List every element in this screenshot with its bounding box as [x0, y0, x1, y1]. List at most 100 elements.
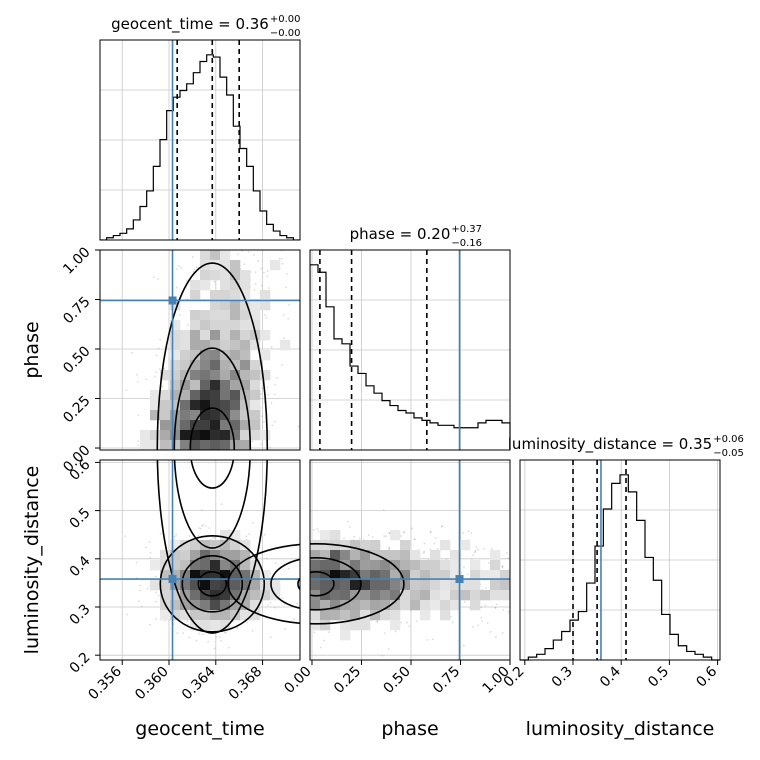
- scatter-geocent_time-phase-pt-1570: [275, 376, 278, 379]
- scatter-phase-luminosity_distance-cell-281: [320, 600, 331, 611]
- scatter-geocent_time-phase-cell-107: [170, 300, 181, 311]
- scatter-geocent_time-luminosity_distance-cell-306: [160, 610, 171, 621]
- scatter-geocent_time-luminosity_distance-pt-936: [188, 535, 191, 537]
- scatter-geocent_time-phase-pt-2324: [282, 314, 285, 316]
- scatter-geocent_time-luminosity_distance-pt-958: [125, 613, 128, 616]
- scatter-phase-luminosity_distance-cell-229: [400, 570, 411, 581]
- scatter-geocent_time-luminosity_distance-pt-882: [214, 536, 216, 539]
- scatter-geocent_time-luminosity_distance-pt-1298: [186, 620, 189, 623]
- xtick-label-luminosity_distance-3: 0.5: [645, 664, 672, 691]
- scatter-geocent_time-phase-pt-2420: [180, 267, 182, 269]
- scatter-geocent_time-phase-pt-1124: [137, 444, 140, 447]
- scatter-phase-luminosity_distance-cell-276: [470, 590, 481, 601]
- scatter-phase-luminosity_distance-cell-234: [450, 570, 461, 581]
- scatter-geocent_time-phase-cell-285: [150, 390, 161, 401]
- scatter-geocent_time-phase-cell-246: [160, 370, 171, 381]
- scatter-geocent_time-phase-pt-796: [192, 270, 195, 273]
- scatter-geocent_time-phase-pt-522: [152, 276, 155, 278]
- scatter-geocent_time-phase-cell-89: [190, 290, 201, 301]
- scatter-geocent_time-luminosity_distance-pt-84: [139, 589, 142, 592]
- scatter-geocent_time-phase-pt-2250: [253, 288, 256, 291]
- scatter-geocent_time-phase-cell-253: [230, 370, 241, 381]
- scatter-geocent_time-phase-pt-892: [187, 324, 189, 326]
- scatter-phase-luminosity_distance-truth-marker: [455, 575, 464, 584]
- scatter-geocent_time-phase-pt-1540: [251, 440, 254, 443]
- scatter-geocent_time-phase-cell-290: [200, 390, 211, 401]
- scatter-geocent_time-phase-pt-890: [266, 275, 269, 278]
- scatter-phase-luminosity_distance-pt-2064: [387, 547, 390, 550]
- scatter-phase-luminosity_distance-pt-1842: [480, 606, 483, 609]
- scatter-geocent_time-phase-cell-272: [220, 380, 231, 391]
- scatter-phase-luminosity_distance-pt-1006: [323, 639, 326, 642]
- scatter-geocent_time-phase-cell-73: [230, 280, 241, 291]
- scatter-phase-luminosity_distance-cell-272: [430, 590, 441, 601]
- scatter-phase-luminosity_distance-pt-1624: [502, 608, 505, 611]
- scatter-geocent_time-phase-cell-213: [230, 350, 241, 361]
- scatter-phase-luminosity_distance-pt-2008: [367, 534, 370, 536]
- scatter-geocent_time-phase-pt-1150: [136, 373, 138, 376]
- scatter-geocent_time-luminosity_distance-pt-226: [149, 556, 152, 559]
- scatter-geocent_time-luminosity_distance-cell-249: [190, 580, 201, 591]
- scatter-geocent_time-phase-cell-273: [230, 380, 241, 391]
- scatter-geocent_time-phase-pt-2110: [137, 414, 140, 417]
- scatter-geocent_time-phase-cell-330: [200, 410, 211, 421]
- scatter-geocent_time-phase-cell-311: [210, 400, 221, 411]
- scatter-geocent_time-phase-cell-50: [200, 270, 211, 281]
- scatter-geocent_time-phase-cell-112: [220, 300, 231, 311]
- scatter-phase-luminosity_distance-pt-1136: [475, 545, 478, 548]
- scatter-phase-luminosity_distance-cell-189: [400, 550, 411, 561]
- scatter-geocent_time-luminosity_distance-cell-153: [230, 530, 241, 541]
- scatter-geocent_time-luminosity_distance-pt-1206: [195, 639, 198, 642]
- scatter-phase-luminosity_distance-pt-720: [507, 557, 510, 559]
- scatter-geocent_time-phase-cell-69: [190, 280, 201, 291]
- scatter-geocent_time-luminosity_distance-cell-228: [180, 570, 191, 581]
- scatter-geocent_time-luminosity_distance-cell-190: [200, 550, 211, 561]
- xtick-label-luminosity_distance-2: 0.4: [597, 663, 624, 690]
- scatter-geocent_time-luminosity_distance-pt-1730: [154, 591, 157, 594]
- scatter-phase-luminosity_distance-pt-1908: [488, 562, 490, 564]
- scatter-phase-luminosity_distance-cell-268: [390, 590, 401, 601]
- scatter-phase-luminosity_distance-cell-207: [380, 560, 391, 571]
- scatter-phase-luminosity_distance-pt-1996: [491, 548, 493, 550]
- scatter-geocent_time-luminosity_distance-pt-652: [224, 631, 227, 634]
- scatter-geocent_time-phase-cell-388: [180, 440, 191, 451]
- scatter-geocent_time-luminosity_distance-cell-315: [250, 610, 261, 621]
- scatter-geocent_time-luminosity_distance-pt-1602: [220, 503, 223, 506]
- scatter-phase-luminosity_distance-pt-2212: [429, 531, 432, 533]
- title-luminosity_distance-plus: +0.06: [713, 434, 744, 445]
- scatter-geocent_time-phase-cell-149: [190, 320, 201, 331]
- scatter-geocent_time-phase-pt-706: [260, 284, 263, 287]
- scatter-geocent_time-luminosity_distance-pt-52: [207, 640, 210, 643]
- scatter-geocent_time-luminosity_distance-pt-1520: [296, 602, 299, 605]
- scatter-phase-luminosity_distance-pt-1884: [472, 554, 474, 557]
- ylabel-phase: phase: [21, 321, 43, 378]
- scatter-geocent_time-phase-contour-0: [189, 407, 236, 489]
- scatter-phase-luminosity_distance-cell-252: [430, 580, 441, 591]
- scatter-phase-luminosity_distance-pt-590: [489, 631, 492, 633]
- scatter-phase-luminosity_distance-pt-1682: [384, 632, 386, 635]
- scatter-geocent_time-luminosity_distance-pt-472: [208, 527, 211, 530]
- scatter-geocent_time-luminosity_distance-pt-376: [188, 636, 191, 639]
- scatter-phase-luminosity_distance-cell-184: [350, 550, 361, 561]
- scatter-geocent_time-phase-pt-1056: [267, 393, 270, 396]
- scatter-geocent_time-phase-pt-1144: [247, 250, 250, 253]
- scatter-phase-luminosity_distance-cell-321: [320, 620, 331, 631]
- scatter-phase-luminosity_distance-cell-311: [420, 610, 431, 621]
- scatter-geocent_time-phase-cell-176: [260, 330, 271, 341]
- scatter-geocent_time-phase-pt-1024: [243, 263, 246, 266]
- scatter-phase-luminosity_distance-cell-226: [370, 570, 381, 581]
- scatter-geocent_time-phase-pt-2266: [157, 277, 159, 280]
- scatter-phase-luminosity_distance-cell-265: [360, 590, 371, 601]
- scatter-phase-luminosity_distance-cell-204: [350, 560, 361, 571]
- scatter-phase-luminosity_distance-cell-287: [380, 600, 391, 611]
- scatter-geocent_time-phase-cell-308: [180, 400, 191, 411]
- scatter-geocent_time-luminosity_distance-cell-253: [230, 580, 241, 591]
- scatter-geocent_time-phase-cell-113: [230, 300, 241, 311]
- scatter-phase-luminosity_distance-pt-70: [349, 526, 351, 528]
- scatter-geocent_time-phase-pt-1688: [185, 280, 188, 282]
- scatter-geocent_time-luminosity_distance-pt-1446: [215, 635, 218, 638]
- scatter-geocent_time-luminosity_distance-pt-2310: [140, 605, 143, 608]
- scatter-geocent_time-luminosity_distance-cell-172: [220, 540, 231, 551]
- scatter-geocent_time-phase-cell-325: [150, 410, 161, 421]
- scatter-phase-luminosity_distance-cell-275: [460, 590, 471, 601]
